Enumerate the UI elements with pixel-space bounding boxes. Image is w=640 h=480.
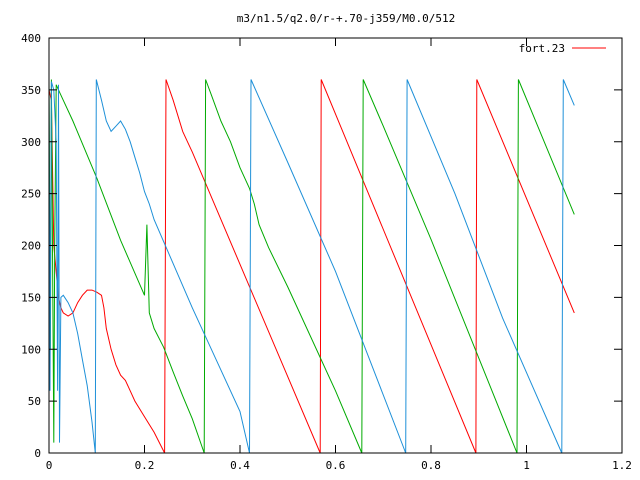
x-tick-label: 0.6 <box>326 459 346 472</box>
x-tick-label: 0 <box>46 459 53 472</box>
legend: fort.23 <box>519 42 606 55</box>
series-layer <box>48 79 575 454</box>
axes-layer: 0 0.2 0.4 0.6 0.8 1 1.2 0 50 100 150 200 250 300 350 40… <box>21 32 632 472</box>
y-tick-label: 400 <box>21 32 41 45</box>
y-tick-label: 300 <box>21 136 41 149</box>
x-tick-label: 0.8 <box>421 459 441 472</box>
y-tick-label: 250 <box>21 188 41 201</box>
legend-label: fort.23 <box>519 42 565 55</box>
series-line-2 <box>48 79 575 454</box>
series-line-3 <box>48 79 575 454</box>
y-tick-label: 350 <box>21 84 41 97</box>
x-tick-label: 0.4 <box>230 459 250 472</box>
x-tick-label: 0.2 <box>135 459 155 472</box>
y-tick-label: 0 <box>34 447 41 460</box>
y-tick-label: 150 <box>21 291 41 304</box>
y-tick-label: 200 <box>21 240 41 253</box>
y-tick-label: 50 <box>28 395 41 408</box>
x-tick-label: 1.2 <box>612 459 632 472</box>
x-tick-label: 1 <box>523 459 530 472</box>
chart-title: m3/n1.5/q2.0/r-+.70-j359/M0.0/512 <box>237 12 456 25</box>
y-tick-label: 100 <box>21 343 41 356</box>
series-line-1 <box>48 79 575 454</box>
